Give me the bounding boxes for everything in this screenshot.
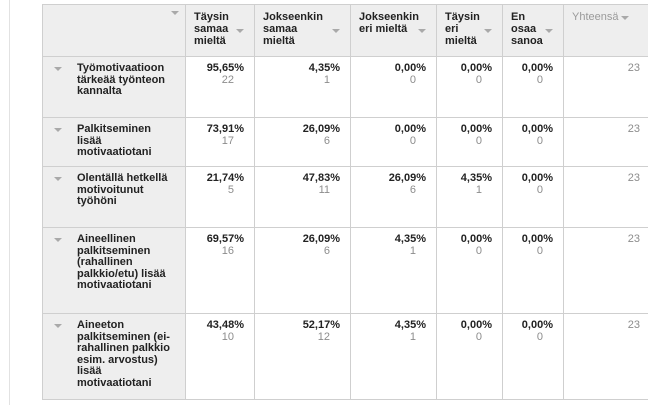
table-row: Aineeton palkitseminen (ei-rahallinen pa… — [42, 313, 648, 400]
col-header[interactable]: Täysin samaa mieltä — [185, 4, 255, 57]
table-cell: 52,17% 12 — [254, 313, 351, 400]
table-row: Palkitseminen lisää motivaatiotani 73,91… — [42, 117, 648, 167]
table-cell: 0,00% 0 — [502, 227, 564, 314]
table-cell: 26,09% 6 — [254, 227, 351, 314]
col-header-total[interactable]: Yhteensä — [563, 4, 648, 57]
sort-caret-icon[interactable] — [484, 29, 492, 33]
total-cell: 23 — [563, 117, 648, 167]
crosstab-table: Täysin samaa mieltä Jokseenkin samaa mie… — [42, 4, 648, 400]
table-cell: 26,09% 6 — [254, 117, 351, 167]
table-cell: 0,00% 0 — [502, 56, 564, 118]
table-cell: 0,00% 0 — [502, 117, 564, 167]
table-cell: 43,48% 10 — [185, 313, 255, 400]
total-cell: 23 — [563, 166, 648, 228]
table-row: Työmotivaatioon tärkeää työnteon kannalt… — [42, 56, 648, 118]
row-label[interactable]: Aineeton palkitseminen (ei-rahallinen pa… — [42, 313, 186, 400]
row-label[interactable]: Palkitseminen lisää motivaatiotani — [42, 117, 186, 167]
total-cell: 23 — [563, 313, 648, 400]
table-cell: 4,35% 1 — [436, 166, 503, 228]
sort-caret-icon[interactable] — [621, 16, 629, 20]
table-cell: 0,00% 0 — [436, 117, 503, 167]
table-cell: 95,65% 22 — [185, 56, 255, 118]
table-cell: 0,00% 0 — [436, 227, 503, 314]
page-left-border — [9, 0, 10, 405]
table-cell: 0,00% 0 — [502, 313, 564, 400]
table-cell: 26,09% 6 — [350, 166, 437, 228]
total-cell: 23 — [563, 56, 648, 118]
table-cell: 0,00% 0 — [350, 117, 437, 167]
expand-caret-icon[interactable] — [54, 67, 62, 71]
expand-caret-icon[interactable] — [54, 177, 62, 181]
sort-caret-icon[interactable] — [332, 29, 340, 33]
table-cell: 0,00% 0 — [436, 313, 503, 400]
table-cell: 47,83% 11 — [254, 166, 351, 228]
total-cell: 23 — [563, 227, 648, 314]
sort-caret-icon[interactable] — [171, 11, 179, 15]
table-cell: 69,57% 16 — [185, 227, 255, 314]
expand-caret-icon[interactable] — [54, 128, 62, 132]
table-cell: 0,00% 0 — [502, 166, 564, 228]
table-cell: 73,91% 17 — [185, 117, 255, 167]
table-cell: 4,35% 1 — [350, 313, 437, 400]
expand-caret-icon[interactable] — [54, 324, 62, 328]
row-label[interactable]: Työmotivaatioon tärkeää työnteon kannalt… — [42, 56, 186, 118]
col-header[interactable]: Jokseenkin eri mieltä — [350, 4, 437, 57]
sort-caret-icon[interactable] — [236, 29, 244, 33]
sort-caret-icon[interactable] — [418, 29, 426, 33]
table-cell: 0,00% 0 — [350, 56, 437, 118]
table-cell: 4,35% 1 — [254, 56, 351, 118]
table-row: Aineellinen palkitseminen (rahallinen pa… — [42, 227, 648, 314]
row-header-corner[interactable] — [42, 4, 186, 57]
table-cell: 21,74% 5 — [185, 166, 255, 228]
col-header[interactable]: En osaa sanoa — [502, 4, 564, 57]
table-cell: 0,00% 0 — [436, 56, 503, 118]
row-label[interactable]: Olentällä hetkellä motivoitunut työhöni — [42, 166, 186, 228]
table-cell: 4,35% 1 — [350, 227, 437, 314]
header-row: Täysin samaa mieltä Jokseenkin samaa mie… — [42, 4, 648, 57]
table-row: Olentällä hetkellä motivoitunut työhöni … — [42, 166, 648, 228]
row-label[interactable]: Aineellinen palkitseminen (rahallinen pa… — [42, 227, 186, 314]
expand-caret-icon[interactable] — [54, 238, 62, 242]
col-header[interactable]: Jokseenkin samaa mieltä — [254, 4, 351, 57]
col-header[interactable]: Täysin eri mieltä — [436, 4, 503, 57]
sort-caret-icon[interactable] — [545, 29, 553, 33]
